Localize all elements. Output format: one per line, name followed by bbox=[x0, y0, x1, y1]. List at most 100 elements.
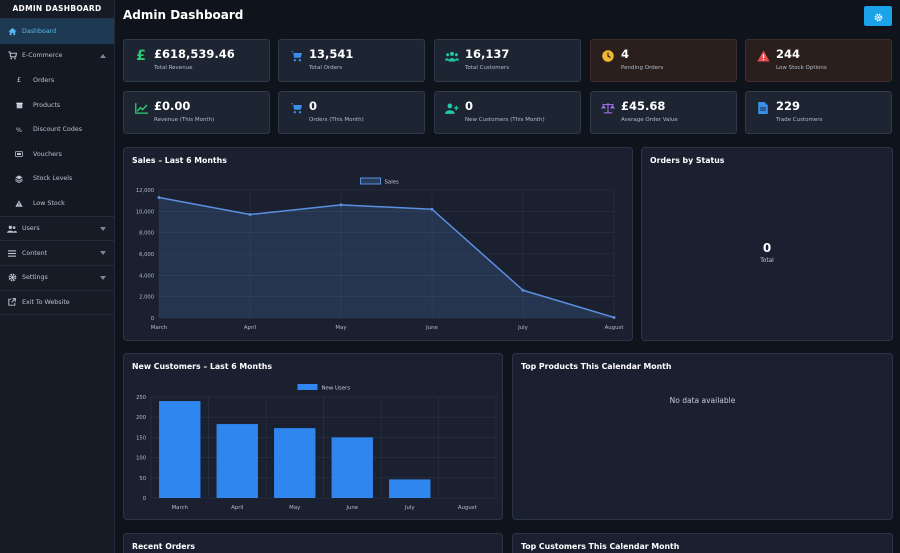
x-tick-label: March bbox=[151, 325, 167, 331]
stat-card-average-order-value: £45.68 Average Order Value bbox=[590, 91, 737, 134]
recent-orders-panel: Recent Orders bbox=[123, 533, 503, 553]
x-tick-label: May bbox=[289, 505, 301, 511]
x-tick-label: July bbox=[517, 325, 529, 331]
warning-icon bbox=[756, 49, 770, 63]
ticket-icon bbox=[14, 149, 24, 159]
sidebar-item-exit[interactable]: Exit To Website bbox=[0, 291, 114, 316]
sidebar-item-settings[interactable]: Settings bbox=[0, 266, 114, 291]
scale-icon bbox=[601, 101, 615, 115]
sidebar-item-label: Products bbox=[33, 101, 61, 109]
stat-value: 229 bbox=[776, 99, 801, 113]
sales-area bbox=[159, 197, 614, 318]
sidebar-item-vouchers[interactable]: Vouchers bbox=[0, 142, 114, 167]
sidebar-item-label: Content bbox=[22, 249, 48, 257]
clock-icon bbox=[601, 49, 615, 63]
panel-title: Recent Orders bbox=[132, 542, 196, 551]
empty-state-text: No data available bbox=[669, 396, 736, 405]
sidebar: ADMIN DASHBOARD Dashboard E-Commerce £ O… bbox=[0, 0, 115, 553]
sidebar-item-dashboard[interactable]: Dashboard bbox=[0, 19, 114, 44]
sidebar-item-content[interactable]: Content bbox=[0, 241, 114, 266]
users-icon bbox=[7, 224, 17, 234]
data-point bbox=[339, 203, 343, 207]
percent-icon: % bbox=[15, 125, 23, 134]
sidebar-item-low-stock[interactable]: Low Stock bbox=[0, 191, 114, 216]
stat-label: Revenue (This Month) bbox=[154, 117, 215, 123]
legend-label: Sales bbox=[385, 180, 400, 186]
sidebar-brand: ADMIN DASHBOARD bbox=[0, 0, 114, 19]
page-title: Admin Dashboard bbox=[123, 8, 244, 22]
stat-card-total-orders: 13,541 Total Orders bbox=[278, 39, 425, 82]
stat-value: £618,539.46 bbox=[154, 47, 235, 61]
orders-total-label: Total bbox=[760, 258, 774, 264]
x-tick-label: August bbox=[605, 325, 624, 331]
sidebar-item-label: Orders bbox=[33, 76, 55, 84]
y-tick-label: 0 bbox=[143, 496, 146, 502]
x-tick-label: June bbox=[345, 505, 358, 511]
legend-swatch bbox=[360, 177, 381, 185]
x-tick-label: June bbox=[425, 325, 438, 331]
sidebar-item-label: Low Stock bbox=[33, 199, 65, 207]
cart-icon bbox=[7, 51, 17, 61]
stat-label: New Customers (This Month) bbox=[465, 117, 545, 123]
users-icon bbox=[445, 49, 459, 63]
chevron-down-icon bbox=[100, 275, 106, 282]
orders-total-value: 0 bbox=[762, 241, 772, 255]
stat-value: 244 bbox=[776, 47, 801, 61]
stat-label: Average Order Value bbox=[621, 117, 678, 123]
stat-label: Total Orders bbox=[309, 65, 343, 71]
x-tick-label: April bbox=[244, 325, 256, 331]
chevron-down-icon bbox=[100, 226, 106, 233]
y-tick-label: 150 bbox=[136, 435, 146, 441]
top-products-panel: Top Products This Calendar Month No data… bbox=[512, 353, 893, 520]
stat-value: £0.00 bbox=[154, 99, 191, 113]
stat-card-total-customers: 16,137 Total Customers bbox=[434, 39, 581, 82]
chart-line-icon bbox=[134, 101, 148, 115]
stat-value: 13,541 bbox=[309, 47, 354, 61]
top-customers-panel: Top Customers This Calendar Month bbox=[512, 533, 893, 553]
bar bbox=[389, 479, 431, 498]
stat-value: 4 bbox=[621, 47, 630, 61]
y-tick-label: 4,000 bbox=[139, 273, 154, 279]
cart-icon bbox=[289, 49, 303, 63]
settings-button[interactable] bbox=[864, 6, 892, 26]
data-point bbox=[612, 315, 616, 319]
sidebar-item-e-commerce[interactable]: E-Commerce bbox=[0, 44, 114, 69]
warning-icon bbox=[14, 198, 24, 208]
list-icon bbox=[7, 248, 17, 258]
stat-label: Total Revenue bbox=[154, 65, 193, 71]
y-tick-label: 250 bbox=[136, 395, 146, 401]
panel-title: Sales – Last 6 Months bbox=[132, 156, 227, 165]
new-customers-chart: 0 50 100 150 200 250 March April May June July Augu… bbox=[136, 384, 497, 511]
sidebar-item-stock-levels[interactable]: Stock Levels bbox=[0, 167, 114, 192]
user-plus-icon bbox=[445, 101, 459, 115]
data-point bbox=[430, 207, 434, 211]
sidebar-item-orders[interactable]: £ Orders bbox=[0, 68, 114, 93]
sidebar-item-discount-codes[interactable]: % Discount Codes bbox=[0, 117, 114, 142]
sidebar-item-label: Discount Codes bbox=[33, 126, 83, 134]
layers-icon bbox=[14, 174, 24, 184]
sales-chart: 0 2,000 4,000 6,000 8,000 10,000 12,000 March Ap… bbox=[136, 177, 624, 331]
sidebar-item-label: Stock Levels bbox=[33, 175, 73, 183]
y-tick-label: 200 bbox=[136, 415, 146, 421]
panel-title: Orders by Status bbox=[650, 156, 725, 165]
y-tick-label: 50 bbox=[139, 476, 146, 482]
pound-icon: £ bbox=[136, 48, 146, 64]
legend-label: New Users bbox=[322, 386, 351, 392]
gear-icon bbox=[7, 273, 17, 283]
gear-icon bbox=[874, 7, 883, 26]
x-tick-label: April bbox=[231, 505, 243, 511]
y-tick-label: 12,000 bbox=[136, 188, 154, 194]
stat-card-revenue-month: £0.00 Revenue (This Month) bbox=[123, 91, 270, 134]
sidebar-item-products[interactable]: Products bbox=[0, 93, 114, 118]
stat-card-orders-month: 0 Orders (This Month) bbox=[278, 91, 425, 134]
sales-chart-panel: Sales – Last 6 Months 0 2,000 4,000 6,000 8,… bbox=[123, 147, 633, 341]
stat-value: £45.68 bbox=[621, 99, 666, 113]
pound-icon: £ bbox=[16, 76, 22, 85]
sidebar-item-label: E-Commerce bbox=[22, 52, 63, 60]
house-icon bbox=[7, 26, 17, 36]
bar bbox=[274, 428, 316, 498]
x-tick-label: March bbox=[172, 505, 188, 511]
sidebar-item-users[interactable]: Users bbox=[0, 217, 114, 242]
stat-value: 0 bbox=[465, 99, 474, 113]
sidebar-item-label: Vouchers bbox=[33, 150, 62, 158]
